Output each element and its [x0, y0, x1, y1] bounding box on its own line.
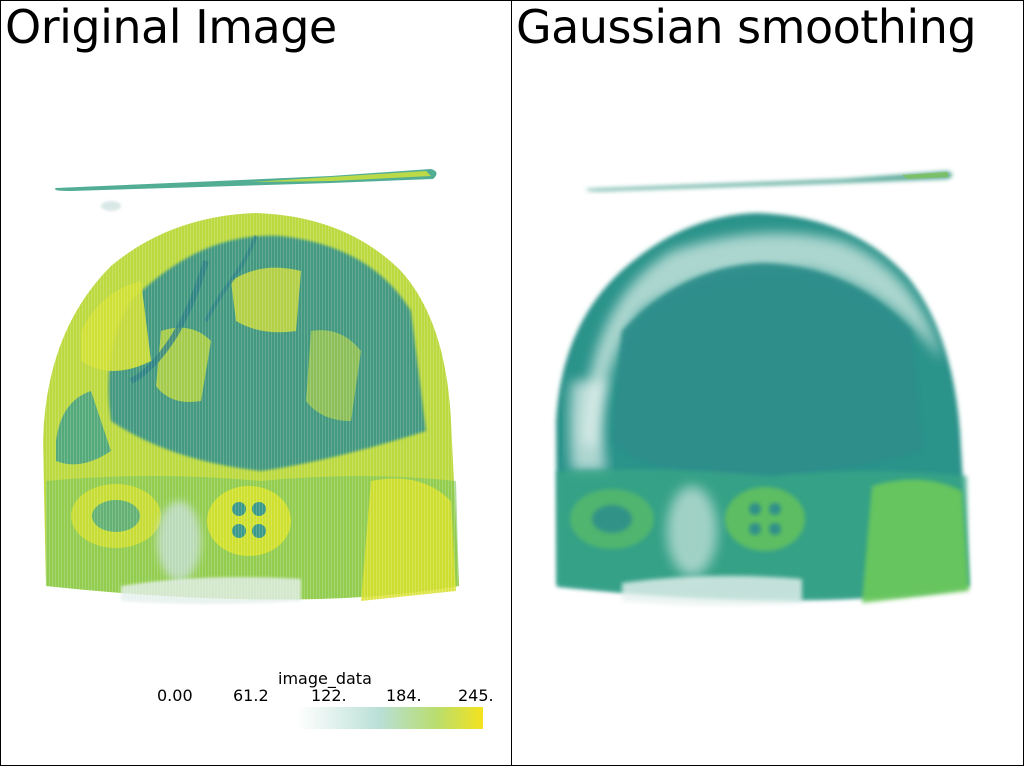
scalar-bar-label: 0.00: [157, 686, 193, 705]
volume-render-smoothed[interactable]: [512, 1, 1024, 766]
scalar-bar-label: 184.: [386, 686, 422, 705]
viewport-title-smoothed: Gaussian smoothing: [516, 0, 977, 54]
scalar-bar-label: 245.: [458, 686, 494, 705]
head-volume-smoothed: [556, 213, 969, 606]
scalar-bar-label: 122.: [311, 686, 347, 705]
viewport-smoothed[interactable]: Gaussian smoothing: [511, 0, 1024, 766]
scalar-bar-title: image_data: [278, 669, 372, 688]
top-plate-original: [55, 169, 437, 211]
top-plate-smoothed: [586, 171, 953, 191]
viewport-original[interactable]: Original Image image_data 0.00 61.2 122.…: [0, 0, 512, 766]
head-volume-original: [41, 211, 461, 611]
scalar-bar-label: 61.2: [233, 686, 269, 705]
volume-render-original[interactable]: [1, 1, 512, 766]
viewport-title-original: Original Image: [5, 0, 337, 54]
scalar-bar-gradient: [297, 707, 483, 729]
scalar-bar: image_data 0.00 61.2 122. 184. 245.: [151, 667, 496, 737]
